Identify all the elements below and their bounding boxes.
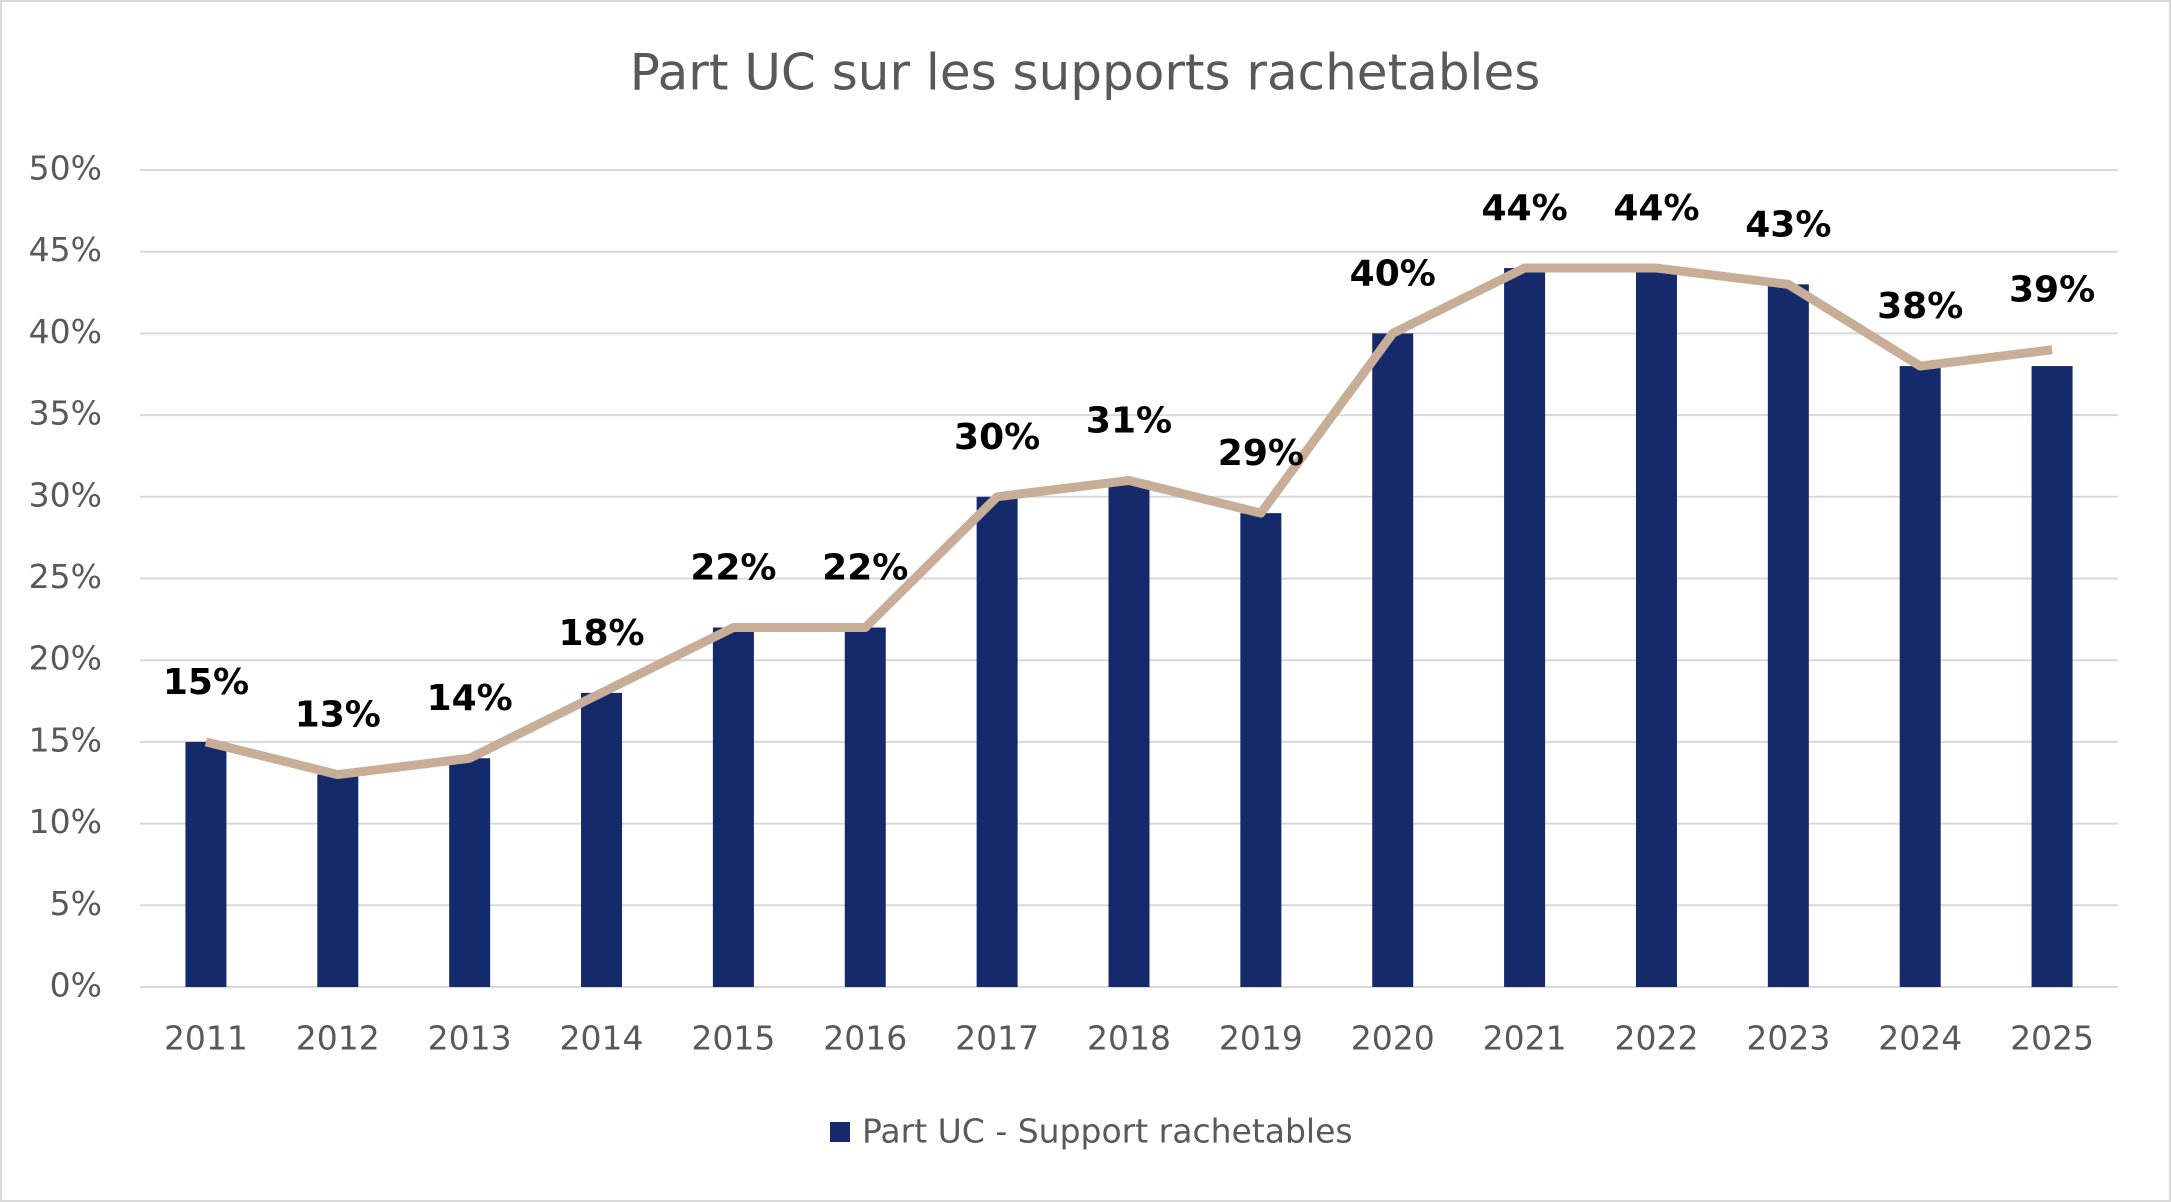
- y-tick-label: 20%: [29, 639, 102, 678]
- y-tick-label: 30%: [29, 475, 102, 514]
- legend-swatch: [830, 1122, 850, 1142]
- data-label: 44%: [1482, 188, 1568, 229]
- y-tick-label: 10%: [29, 802, 102, 841]
- x-tick-label: 2017: [955, 1019, 1039, 1058]
- bar: [1108, 480, 1150, 987]
- data-label: 14%: [427, 678, 513, 719]
- legend-label: Part UC - Support rachetables: [862, 1112, 1353, 1151]
- x-tick-label: 2021: [1483, 1019, 1567, 1058]
- data-label: 29%: [1218, 433, 1304, 474]
- data-label: 13%: [295, 695, 381, 736]
- y-tick-label: 0%: [50, 966, 102, 1005]
- bar: [185, 741, 227, 987]
- y-tick-label: 45%: [29, 230, 102, 269]
- x-tick-label: 2012: [296, 1019, 380, 1058]
- x-tick-label: 2018: [1087, 1019, 1171, 1058]
- data-label: 22%: [822, 548, 908, 589]
- bar: [1767, 284, 1809, 987]
- data-label: 30%: [954, 417, 1040, 458]
- data-label: 31%: [1086, 400, 1172, 441]
- data-label: 38%: [1877, 286, 1963, 327]
- x-tick-label: 2024: [1878, 1019, 1962, 1058]
- y-tick-label: 15%: [29, 720, 102, 759]
- x-tick-label: 2014: [560, 1019, 644, 1058]
- x-tick-label: 2022: [1614, 1019, 1698, 1058]
- bar: [1504, 268, 1546, 987]
- x-tick-label: 2013: [428, 1019, 512, 1058]
- bar: [844, 627, 886, 987]
- x-tick-label: 2023: [1746, 1019, 1830, 1058]
- bar: [317, 774, 359, 987]
- x-tick-label: 2011: [164, 1019, 248, 1058]
- data-label: 22%: [690, 548, 776, 589]
- bar: [1372, 333, 1414, 987]
- x-tick-label: 2015: [691, 1019, 775, 1058]
- x-tick-label: 2019: [1219, 1019, 1303, 1058]
- data-label: 15%: [163, 662, 249, 703]
- bar: [976, 496, 1018, 987]
- bar: [581, 692, 623, 987]
- y-tick-label: 5%: [50, 884, 102, 923]
- x-tick-label: 2016: [823, 1019, 907, 1058]
- y-tick-label: 35%: [29, 394, 102, 433]
- data-label: 43%: [1745, 204, 1831, 245]
- x-tick-label: 2025: [2010, 1019, 2094, 1058]
- y-tick-label: 40%: [29, 312, 102, 351]
- bar: [1240, 513, 1282, 987]
- bar: [449, 758, 491, 987]
- chart-title: Part UC sur les supports rachetables: [630, 44, 1541, 102]
- x-tick-label: 2020: [1351, 1019, 1435, 1058]
- bar: [712, 627, 754, 987]
- line: [204, 263, 2053, 780]
- data-label: 18%: [558, 613, 644, 654]
- y-tick-label: 50%: [29, 149, 102, 188]
- bar: [2031, 366, 2073, 988]
- data-label: 44%: [1613, 188, 1699, 229]
- data-label: 40%: [1350, 253, 1436, 294]
- bar: [1899, 366, 1941, 988]
- bar: [1635, 268, 1677, 987]
- data-label: 39%: [2009, 270, 2095, 311]
- y-tick-label: 25%: [29, 557, 102, 596]
